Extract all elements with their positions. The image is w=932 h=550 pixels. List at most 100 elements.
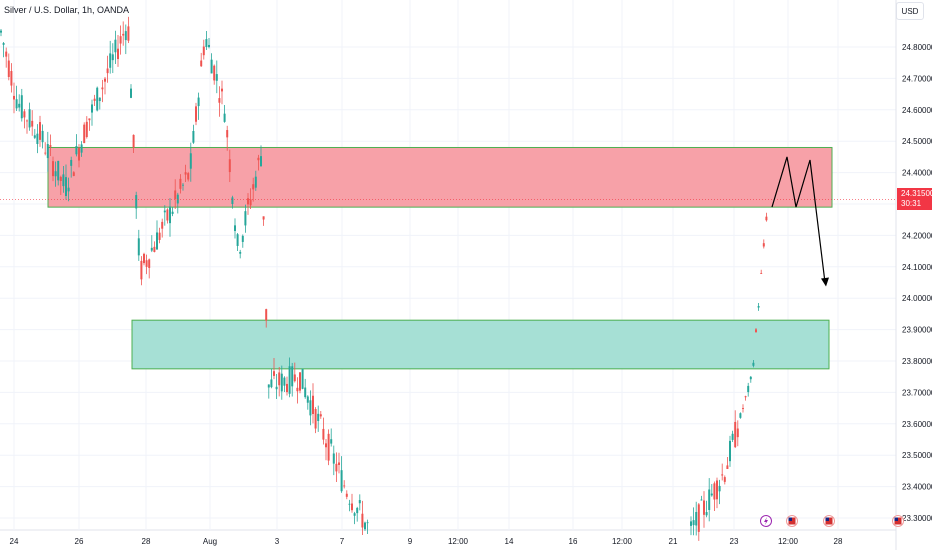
candle-body <box>348 503 351 505</box>
zones[interactable] <box>47 146 833 370</box>
candle-body <box>54 171 57 177</box>
price-tick-label: 24.20000 <box>902 231 932 240</box>
time-tick-label: 7 <box>340 537 345 546</box>
candle-body <box>319 414 322 417</box>
candle-body <box>104 78 106 82</box>
candle-body <box>80 144 83 153</box>
countdown-timer: 30:31 <box>901 199 922 208</box>
candle-body <box>351 503 353 511</box>
candle-body <box>322 428 325 440</box>
candle-body <box>59 176 62 181</box>
lightning-bolt <box>764 517 768 525</box>
candle-body <box>692 520 695 526</box>
candle-body <box>340 470 343 492</box>
candle-body <box>760 273 763 274</box>
projection-arrowhead <box>821 277 829 287</box>
candle-body <box>278 372 281 386</box>
candle-body <box>78 148 80 161</box>
candle-body <box>293 374 296 382</box>
time-tick-label: 12:00 <box>778 537 799 546</box>
candle-body <box>749 376 752 380</box>
candle-body <box>223 113 226 122</box>
currency-button[interactable]: USD <box>896 2 924 20</box>
candle-body <box>33 135 36 138</box>
last-price-value: 24.31500 <box>901 189 932 198</box>
candle-body <box>270 379 273 388</box>
candle-body <box>143 253 145 264</box>
candle-body <box>260 156 262 167</box>
candle-body <box>345 493 348 497</box>
candle-body <box>239 251 242 254</box>
candle-body <box>257 157 260 161</box>
candle-body <box>241 235 244 242</box>
last-price-badge: 24.31500 30:31 <box>897 188 932 210</box>
candle-body <box>44 152 47 154</box>
candles <box>0 16 768 541</box>
time-tick-label: 12:00 <box>448 537 469 546</box>
candle-body <box>262 216 265 220</box>
candle-body <box>325 443 327 448</box>
candle-body <box>182 184 184 186</box>
price-tick-label: 24.00000 <box>902 294 932 303</box>
candle-body <box>236 234 239 246</box>
candle-body <box>291 366 294 387</box>
time-tick-label: 28 <box>834 537 843 546</box>
candle-body <box>57 160 60 181</box>
candle-body <box>18 103 21 108</box>
candle-body <box>174 190 177 199</box>
candle-body <box>67 187 70 192</box>
candle-body <box>75 146 78 155</box>
candle-body <box>252 184 255 190</box>
candle-body <box>327 433 330 461</box>
candle-body <box>10 71 13 86</box>
candle-body <box>192 130 195 143</box>
candle-body <box>153 246 156 252</box>
candle-body <box>200 60 203 67</box>
candle-body <box>28 109 31 128</box>
candle-body <box>221 88 223 92</box>
candle-body <box>213 65 216 81</box>
resistance-zone[interactable] <box>47 146 833 208</box>
candle-body <box>361 513 364 528</box>
candle-body <box>130 88 132 98</box>
candle-body <box>13 95 15 100</box>
time-tick-label: Aug <box>203 537 217 546</box>
candle-body <box>306 396 309 403</box>
candle-body <box>163 210 166 213</box>
projection-path[interactable] <box>771 156 826 283</box>
candle-body <box>15 99 18 109</box>
candle-body <box>93 98 96 101</box>
candle-body <box>39 122 41 140</box>
time-axis[interactable]: 24 26 28 Aug 3 7 9 12:00 14 16 12:00 21 23 12:00 28 <box>10 537 843 546</box>
candle-body <box>312 395 314 414</box>
price-tick-label: 23.60000 <box>902 420 932 429</box>
price-tick-label: 23.80000 <box>902 357 932 366</box>
support-zone[interactable] <box>131 319 830 370</box>
candle-body <box>46 144 49 159</box>
candle-body <box>710 493 713 496</box>
candle-body <box>705 512 708 516</box>
candle-body <box>179 178 182 189</box>
time-tick-label: 3 <box>275 537 280 546</box>
candle-body <box>26 120 28 122</box>
candle-body <box>247 198 249 205</box>
us-flag-icon <box>786 515 798 527</box>
flag-canton <box>825 517 829 521</box>
time-tick-label: 16 <box>569 537 578 546</box>
candle-body <box>343 485 346 487</box>
price-axis[interactable]: 24.80000 24.70000 24.60000 24.50000 24.40000… <box>902 43 932 523</box>
price-tick-label: 24.50000 <box>902 137 932 146</box>
candle-body <box>275 386 278 390</box>
candle-body <box>757 306 760 308</box>
candle-body <box>23 111 26 118</box>
price-tick-label: 23.70000 <box>902 388 932 397</box>
candle-body <box>195 106 197 122</box>
price-tick-label: 23.50000 <box>902 451 932 460</box>
price-tick-label: 24.80000 <box>902 43 932 52</box>
candle-body <box>356 507 359 514</box>
candle-body <box>296 387 299 392</box>
candle-body <box>734 421 737 448</box>
candle-body <box>366 522 369 524</box>
candle-body <box>273 371 275 376</box>
